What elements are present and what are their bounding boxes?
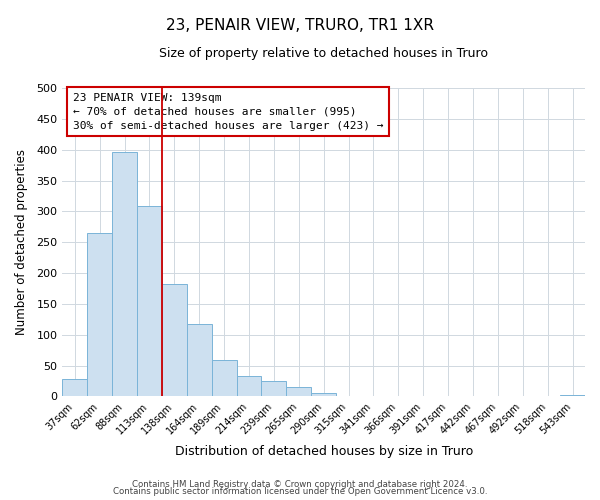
Bar (560, 395, 585, 396)
Bar (162, 284, 187, 397)
Bar (87, 233, 112, 396)
Text: 23 PENAIR VIEW: 139sqm
← 70% of detached houses are smaller (995)
30% of semi-de: 23 PENAIR VIEW: 139sqm ← 70% of detached… (73, 92, 383, 130)
Text: Contains HM Land Registry data © Crown copyright and database right 2024.: Contains HM Land Registry data © Crown c… (132, 480, 468, 489)
Bar (137, 206, 162, 396)
Bar (212, 360, 236, 397)
Title: Size of property relative to detached houses in Truro: Size of property relative to detached ho… (159, 48, 488, 60)
X-axis label: Distribution of detached houses by size in Truro: Distribution of detached houses by size … (175, 444, 473, 458)
Text: Contains public sector information licensed under the Open Government Licence v3: Contains public sector information licen… (113, 487, 487, 496)
Bar (286, 387, 311, 396)
Bar (62, 378, 87, 396)
Y-axis label: Number of detached properties: Number of detached properties (15, 149, 28, 335)
Text: 23, PENAIR VIEW, TRURO, TR1 1XR: 23, PENAIR VIEW, TRURO, TR1 1XR (166, 18, 434, 32)
Bar (236, 376, 262, 396)
Bar (112, 152, 137, 396)
Bar (262, 381, 286, 396)
Bar (311, 392, 336, 396)
Bar (187, 324, 212, 396)
